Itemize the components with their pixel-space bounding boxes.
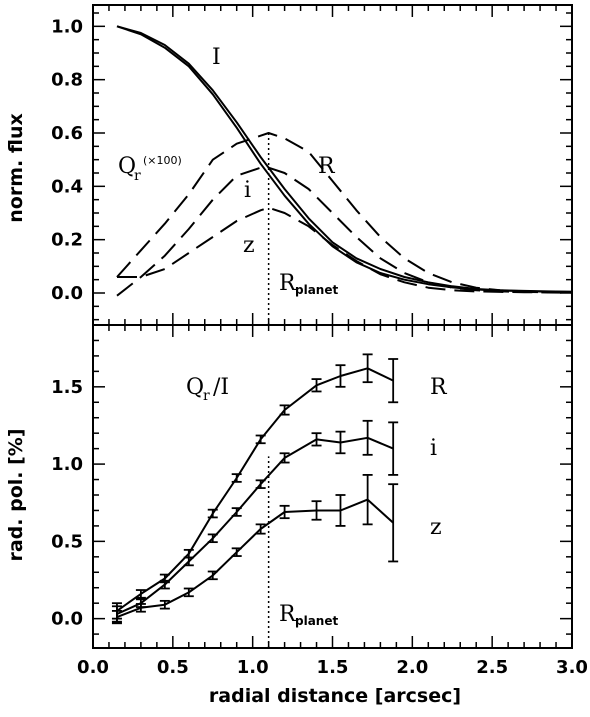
label-qr-main: Q	[118, 154, 136, 179]
label-qr-sub: r	[134, 168, 141, 184]
x-tick-label: 0.0	[77, 657, 109, 678]
label-rplanet-sub-bottom: planet	[295, 614, 338, 628]
y-tick-label-bottom: 1.0	[51, 454, 83, 475]
x-tick-label: 2.5	[476, 657, 508, 678]
label-rplanet-bottom: R	[279, 602, 297, 627]
series-line-top-unlabeled1	[116, 25, 573, 293]
x-tick-label: 1.0	[237, 657, 269, 678]
series-line-bottom-i	[116, 436, 394, 615]
y-tick-label-top: 0.0	[51, 283, 83, 304]
label-qr-scale: (×100)	[143, 154, 182, 167]
y-axis-title-bottom: rad. pol. [%]	[5, 428, 27, 561]
label-series-z-top: z	[243, 233, 255, 258]
label-rplanet-top: R	[279, 271, 297, 296]
series-line-bottom-z	[116, 498, 394, 619]
series-line-top-I	[116, 25, 573, 293]
x-axis-title: radial distance [arcsec]	[209, 685, 461, 707]
y-tick-label-top: 0.8	[51, 70, 83, 91]
label-series-z-bottom: z	[430, 515, 442, 540]
x-tick-label: 1.5	[317, 657, 349, 678]
x-tick-label: 3.0	[556, 657, 588, 678]
label-rplanet-sub-top: planet	[295, 283, 338, 297]
y-tick-label-top: 0.4	[51, 176, 83, 197]
x-tick-label: 0.5	[157, 657, 189, 678]
series-line-top-R	[116, 132, 573, 294]
label-qr-over-i-main: Q	[186, 375, 204, 400]
y-axis-title-top: norm. flux	[5, 113, 27, 222]
y-tick-label-bottom: 1.5	[51, 377, 83, 398]
y-tick-label-top: 1.0	[51, 16, 83, 37]
label-series-R-bottom: R	[430, 375, 448, 400]
label-series-I: I	[212, 45, 221, 70]
label-series-R-top: R	[318, 154, 336, 179]
bottom-panel-polarization: 0.0 0.5 1.0 1.5 0.0 0.5 1.0 1.5 2.0 2.5 3.0	[51, 324, 588, 678]
y-tick-label-top: 0.2	[51, 230, 83, 251]
plot-frame-bottom	[92, 324, 573, 649]
series-line-top-z	[117, 206, 573, 294]
label-series-i-top: i	[244, 178, 251, 203]
series-line-top-i	[116, 166, 573, 297]
y-tick-label-bottom: 0.0	[51, 609, 83, 630]
x-tick-label: 2.0	[396, 657, 428, 678]
label-qr-over-i-rest: /I	[213, 375, 229, 400]
y-tick-label-bottom: 0.5	[51, 531, 83, 552]
label-qr-over-i-sub: r	[203, 388, 210, 404]
label-series-i-bottom: i	[430, 436, 437, 461]
y-tick-label-top: 0.6	[51, 123, 83, 144]
